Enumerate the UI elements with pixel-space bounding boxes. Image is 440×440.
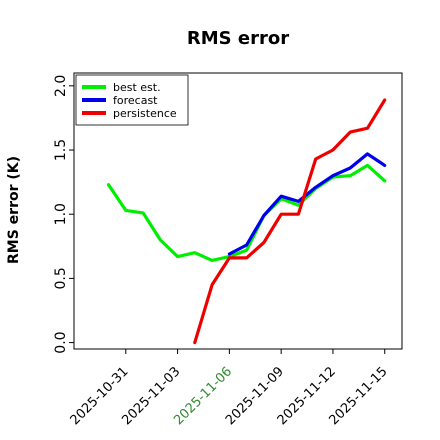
series-line-persistence (193, 98, 387, 345)
legend-label: forecast (113, 94, 158, 107)
series-line-forecast (227, 152, 387, 256)
y-axis-label: RMS error (K) (6, 156, 22, 264)
y-tick-label: 2.0 (53, 75, 69, 97)
chart-title: RMS error (187, 28, 289, 49)
y-tick-label: 0.5 (53, 267, 69, 289)
plot-frame (73, 72, 403, 350)
legend-label: persistence (113, 107, 177, 120)
y-tick-label: 1.0 (53, 203, 69, 225)
y-tick-label: 0.0 (53, 331, 69, 353)
axis-ticks: 0.00.51.01.52.02025-10-312025-11-032025-… (53, 75, 391, 429)
plot-area (73, 72, 403, 350)
series-line-best-est (106, 163, 387, 262)
legend-label: best est. (113, 81, 161, 94)
series-lines (106, 98, 387, 345)
y-tick-label: 1.5 (53, 139, 69, 161)
